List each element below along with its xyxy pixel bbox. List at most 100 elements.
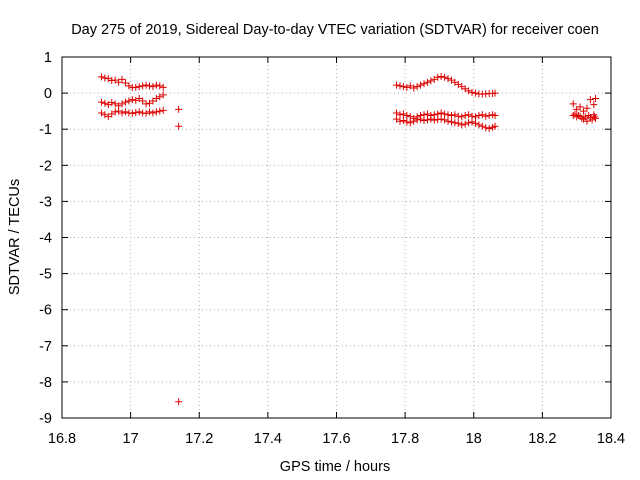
data-point	[423, 78, 431, 86]
data-point	[132, 109, 140, 117]
data-point	[396, 111, 404, 119]
data-point	[121, 108, 129, 116]
data-point	[592, 95, 600, 103]
data-point	[591, 113, 599, 121]
data-point	[149, 83, 157, 91]
data-point	[585, 111, 593, 119]
data-point	[399, 83, 407, 91]
data-point	[142, 109, 150, 117]
y-tick-label: -4	[39, 231, 52, 247]
y-axis-label: SDTVAR / TECUs	[7, 179, 23, 295]
data-point	[156, 82, 164, 90]
data-point	[423, 116, 431, 124]
y-tick-label: -7	[39, 339, 52, 355]
x-tick-label: 17.8	[391, 431, 419, 447]
data-point	[145, 82, 153, 90]
data-point	[475, 111, 483, 119]
data-point	[592, 114, 600, 122]
data-point	[417, 115, 425, 123]
data-point	[152, 95, 160, 103]
data-point	[125, 97, 133, 105]
chart-title: Day 275 of 2019, Sidereal Day-to-day VTE…	[71, 22, 599, 38]
data-point	[121, 98, 129, 106]
data-point	[441, 116, 449, 124]
data-point	[437, 72, 445, 80]
data-point	[121, 79, 129, 87]
data-point	[118, 109, 126, 117]
data-point	[420, 80, 428, 88]
data-point	[491, 89, 499, 97]
data-point	[175, 105, 183, 113]
data-point	[427, 115, 435, 123]
data-point	[417, 81, 425, 89]
data-point	[159, 106, 167, 114]
y-tick-label: -5	[39, 267, 52, 283]
x-axis-label: GPS time / hours	[280, 459, 390, 475]
data-point	[437, 109, 445, 117]
data-point	[491, 122, 499, 130]
data-point	[97, 98, 105, 106]
data-point	[574, 111, 582, 119]
data-points	[97, 72, 600, 406]
data-point	[447, 118, 455, 126]
data-point	[465, 119, 473, 127]
data-point	[576, 103, 584, 111]
data-point	[128, 96, 136, 104]
y-tick-label: -1	[39, 122, 52, 138]
y-tick-label: -3	[39, 194, 52, 210]
data-point	[97, 73, 105, 81]
data-point	[159, 91, 167, 99]
data-point	[475, 121, 483, 129]
data-point	[581, 113, 589, 121]
x-tick-label: 16.8	[48, 431, 76, 447]
data-point	[111, 100, 119, 108]
data-point	[583, 117, 591, 125]
y-tick-label: -6	[39, 303, 52, 319]
data-point	[149, 109, 157, 117]
data-point	[586, 96, 594, 104]
data-point	[468, 88, 476, 96]
data-point	[569, 100, 577, 108]
data-point	[399, 117, 407, 125]
data-point	[396, 82, 404, 90]
data-point	[478, 111, 486, 119]
data-point	[451, 111, 459, 119]
x-tick-label: 18.4	[597, 431, 625, 447]
data-point	[403, 118, 411, 126]
data-point	[441, 73, 449, 81]
data-point	[454, 112, 462, 120]
data-point	[573, 113, 581, 121]
x-tick-label: 17.2	[185, 431, 213, 447]
data-point	[175, 122, 183, 130]
data-point	[444, 75, 452, 83]
data-point	[396, 117, 404, 125]
data-point	[447, 111, 455, 119]
data-point	[139, 82, 147, 90]
data-point	[454, 119, 462, 127]
data-point	[482, 112, 490, 120]
data-point	[142, 81, 150, 89]
y-tick-label: -2	[39, 158, 52, 174]
data-point	[461, 120, 469, 128]
data-point	[465, 87, 473, 95]
y-tick-label: 1	[44, 50, 52, 66]
data-point	[471, 113, 479, 121]
data-point	[451, 119, 459, 127]
data-point	[427, 77, 435, 85]
data-point	[580, 107, 588, 115]
data-point	[403, 111, 411, 119]
data-point	[485, 124, 493, 132]
data-point	[101, 99, 109, 107]
data-point	[101, 111, 109, 119]
y-tick-label: -9	[39, 411, 52, 427]
data-point	[410, 84, 418, 92]
data-point	[434, 73, 442, 81]
axis-ticks: 16.8 17 17.2 17.4 17.6 17.8 18 18.2 18.4 1 0 -1 -2 -3…	[39, 50, 625, 447]
data-point	[142, 100, 150, 108]
data-point	[108, 98, 116, 106]
data-point	[118, 75, 126, 83]
data-point	[97, 109, 105, 117]
x-tick-label: 17.4	[254, 431, 282, 447]
x-tick-label: 17	[123, 431, 139, 447]
